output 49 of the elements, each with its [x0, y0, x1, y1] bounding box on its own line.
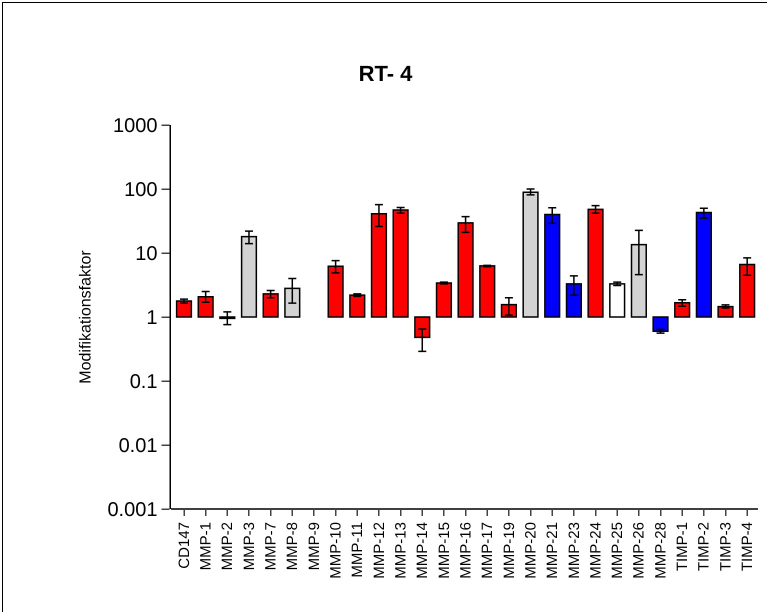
bar: [717, 306, 734, 318]
x-tick-label: MMP-15: [436, 522, 453, 579]
x-tick-label: MMP-13: [392, 522, 410, 579]
x-tick-label: MMP-9: [306, 522, 323, 570]
x-tick-label: MMP-26: [630, 522, 648, 579]
bar: [436, 282, 452, 318]
bar: [479, 265, 496, 318]
bar: [522, 191, 539, 318]
x-tick-label: MMP-24: [587, 522, 604, 579]
x-tick-label: MMP-11: [349, 522, 366, 578]
y-axis-title: Modifikationsfaktor: [78, 250, 95, 384]
chart-title: RT- 4: [358, 60, 414, 86]
x-tick-label: MMP-10: [327, 522, 344, 579]
x-tick-label: MMP-14: [414, 522, 432, 579]
x-tick-label: MMP-12: [370, 522, 388, 579]
x-tick-label: MMP-16: [457, 522, 474, 579]
bar: [674, 302, 690, 318]
bar: [652, 316, 669, 332]
bar: [392, 209, 409, 318]
x-tick-label: TIMP-2: [696, 522, 713, 572]
bar: [176, 300, 192, 318]
x-tick-label: MMP-19: [500, 522, 518, 579]
x-tick-label: MMP-3: [240, 522, 258, 570]
x-tick-label: MMP-28: [652, 522, 670, 579]
x-tick-label: MMP-20: [522, 522, 540, 579]
x-tick-label: TIMP-3: [717, 522, 734, 572]
y-tick-label: 1: [146, 307, 158, 329]
x-tick-label: MMP-17: [479, 522, 496, 579]
bar: [262, 293, 279, 318]
y-tick-label: 10: [135, 243, 158, 265]
y-tick-label: 1000: [113, 115, 158, 137]
y-tick-label: 0.1: [130, 371, 158, 393]
y-tick-label: 100: [124, 179, 158, 201]
x-tick-label: MMP-21: [544, 522, 562, 579]
x-tick-label: MMP-25: [609, 522, 626, 579]
x-tick-label: MMP-7: [262, 522, 280, 570]
x-tick-label: TIMP-1: [674, 522, 692, 572]
y-tick-label: 0.01: [118, 435, 158, 457]
x-tick-label: MMP-23: [566, 522, 583, 579]
bar: [696, 212, 712, 318]
x-tick-label: CD147: [176, 522, 193, 569]
x-tick-label: MMP-2: [219, 522, 236, 570]
x-tick-label: MMP-1: [198, 522, 215, 570]
x-tick-label: TIMP-4: [739, 522, 756, 572]
bar: [609, 283, 626, 318]
bar: [587, 208, 604, 318]
x-tick-label: MMP-8: [284, 522, 302, 570]
y-tick-label: 0.001: [107, 499, 158, 521]
bar: [349, 294, 366, 318]
